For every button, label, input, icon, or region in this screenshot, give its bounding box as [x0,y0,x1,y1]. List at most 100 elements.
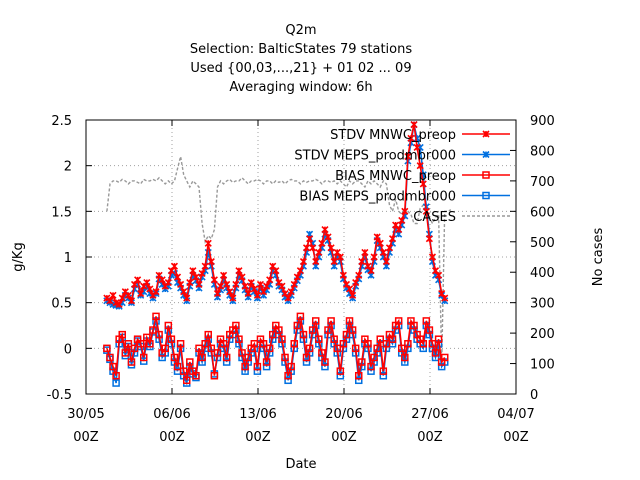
x-tick-label: 06/06 [153,407,190,422]
data-point [127,358,136,366]
data-point [195,344,203,353]
y-tick-label: 1.5 [51,205,72,220]
data-point [367,362,375,371]
data-point [308,326,317,334]
data-point [256,280,265,288]
data-point [241,282,249,290]
y2-axis-label: No cases [591,228,606,287]
data-point [213,349,222,357]
data-point [419,344,427,353]
data-point [281,353,289,362]
data-point [183,294,191,302]
y2-tick-label: 900 [530,114,555,129]
legend-label: STDV MNWC_preop [330,128,456,143]
data-point [388,235,397,243]
data-point [305,344,314,353]
data-point [195,280,203,288]
data-point [336,371,345,380]
data-point [428,253,437,261]
data-point [235,267,243,275]
data-point [373,233,381,241]
data-point [413,143,421,151]
data-point [425,235,433,243]
data-point [327,317,335,325]
title-line: Used {00,03,...,21} + 01 02 ... 09 [190,61,411,76]
data-point [404,152,412,161]
data-point [207,344,216,353]
data-point [419,340,427,348]
data-point [170,262,179,270]
data-point [250,340,259,348]
data-point [134,276,142,284]
data-point [222,353,231,362]
data-point [342,330,351,339]
data-point [226,288,234,296]
y-tick-label: 2 [64,160,72,175]
data-point [441,294,449,302]
data-point [176,340,185,348]
data-point [219,340,228,348]
data-point [149,326,157,334]
data-point [385,244,394,252]
data-point [352,279,360,287]
y-tick-label: -0.5 [47,388,72,403]
data-point [321,362,329,371]
data-point [397,344,406,353]
data-point [109,291,117,299]
data-point [376,239,384,247]
data-point [170,353,179,362]
data-point [216,282,225,290]
x-axis-label: Date [285,457,316,472]
data-point [112,379,120,387]
data-point [204,239,212,247]
y-tick-label: 0 [64,342,72,357]
data-point [103,344,111,353]
x-tick-label-hour: 00Z [417,430,443,445]
data-point [118,330,126,339]
x-tick-label: 13/06 [239,407,276,422]
data-point [158,276,166,284]
data-point [361,248,369,256]
data-point [388,335,397,343]
series-layer [103,121,452,387]
data-point [324,233,332,241]
data-point [379,367,388,375]
data-point [290,340,298,348]
data-point [410,121,418,129]
data-point [336,367,345,375]
data-point [173,362,182,371]
data-point [262,358,271,366]
data-point [220,271,228,279]
data-point [284,371,292,380]
data-point [124,291,132,299]
data-point [354,376,363,385]
data-point [167,335,176,343]
data-point [315,248,323,256]
data-point [244,353,252,362]
data-point [121,349,130,357]
data-point [204,330,212,339]
data-point [370,253,378,261]
legend-label: BIAS MNWC_preop [335,169,456,184]
data-point [201,340,209,348]
data-point [186,279,194,287]
data-point [435,271,443,279]
data-point [250,285,258,293]
data-point [268,330,277,339]
data-point [333,344,341,353]
data-point [355,271,363,279]
series-5 [106,156,452,364]
y2-tick-label: 700 [530,175,555,190]
legend-label: STDV MEPS_prodmbr000 [294,149,456,164]
data-point [287,288,295,296]
data-point [189,267,197,275]
x-tick-label-hour: 00Z [245,430,271,445]
legend-marker [482,150,490,159]
data-point [232,280,240,288]
y2-tick-label: 800 [530,144,555,159]
data-point [265,344,274,353]
data-point [207,258,215,266]
data-point [318,349,326,357]
y2-tick-label: 0 [530,388,538,403]
data-point [161,344,169,353]
